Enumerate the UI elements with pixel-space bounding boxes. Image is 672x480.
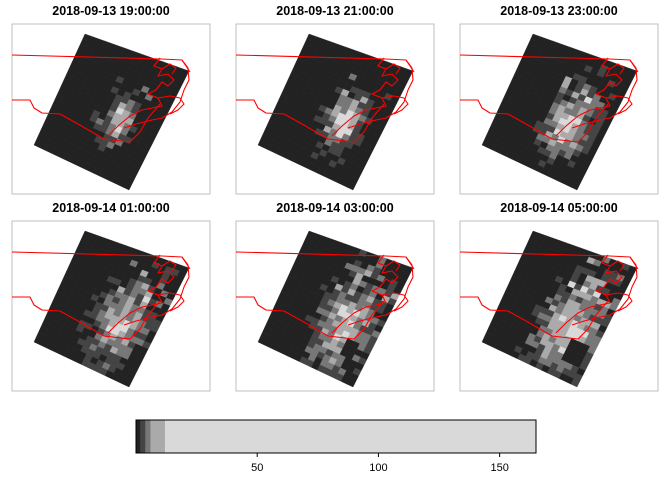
panel-frame (235, 23, 435, 195)
outer-banks (347, 59, 414, 129)
raster-grid (257, 230, 414, 388)
boundary-line (12, 296, 161, 340)
panel-title: 2018-09-14 01:00:00 (52, 201, 169, 215)
panel-title: 2018-09-13 19:00:00 (52, 4, 169, 18)
raster-cell (570, 378, 580, 388)
coastline (331, 57, 409, 137)
map-panel: 2018-09-14 03:00:00 (235, 201, 435, 392)
outer-banks (571, 59, 638, 129)
map-panel: 2018-09-14 01:00:00 (11, 201, 211, 392)
coastline (331, 254, 409, 334)
coastline (107, 254, 185, 334)
state-boundaries (235, 251, 415, 340)
map-panel: 2018-09-13 19:00:00 (11, 4, 211, 195)
panel-grid: 2018-09-13 19:00:00 2018-09-13 21:00:00 20… (11, 4, 659, 392)
color-legend: 50 100 150 (135, 419, 537, 474)
raster-grid (33, 33, 190, 191)
state-boundaries (459, 251, 639, 340)
legend-color-bins (136, 420, 536, 453)
legend-tick-label: 150 (490, 462, 508, 474)
legend-bin (145, 420, 151, 453)
boundary-line (12, 99, 161, 143)
legend-tick-label: 100 (369, 462, 387, 474)
boundary-line (236, 99, 385, 143)
coastline (555, 57, 633, 137)
panel-title: 2018-09-14 05:00:00 (500, 201, 617, 215)
outer-banks (347, 256, 414, 326)
panel-frame (235, 220, 435, 392)
raster-cell (122, 181, 132, 191)
panel-title: 2018-09-13 21:00:00 (276, 4, 393, 18)
raster-cell (346, 378, 356, 388)
panel-frame (459, 23, 659, 195)
legend-bin (150, 420, 166, 453)
panel-title: 2018-09-13 23:00:00 (500, 4, 617, 18)
legend-ticks: 50 100 150 (251, 453, 509, 474)
raster-grid (481, 230, 638, 388)
panel-frame (11, 220, 211, 392)
panel-frame (11, 23, 211, 195)
state-boundaries (235, 54, 415, 143)
map-panel: 2018-09-13 21:00:00 (235, 4, 435, 195)
boundary-line (460, 99, 609, 143)
raster-cell (346, 181, 356, 191)
state-boundaries (11, 54, 191, 143)
outer-banks (123, 256, 190, 326)
outer-banks (571, 256, 638, 326)
legend-bin (136, 420, 141, 453)
coastline (107, 57, 185, 137)
legend-bin (140, 420, 146, 453)
panel-title: 2018-09-14 03:00:00 (276, 201, 393, 215)
boundary-line (460, 296, 609, 340)
raster-cell (570, 181, 580, 191)
boundary-line (236, 296, 385, 340)
legend-tick-label: 50 (251, 462, 263, 474)
outer-banks (123, 59, 190, 129)
legend-bin (165, 420, 536, 453)
map-panel: 2018-09-13 23:00:00 (459, 4, 659, 195)
coastline (555, 254, 633, 334)
state-boundaries (459, 54, 639, 143)
raster-cell (122, 378, 132, 388)
panel-frame (459, 220, 659, 392)
map-panel: 2018-09-14 05:00:00 (459, 201, 659, 392)
legend-frame (135, 419, 537, 454)
raster-grid (33, 230, 190, 388)
state-boundaries (11, 251, 191, 340)
raster-grid (257, 33, 414, 191)
